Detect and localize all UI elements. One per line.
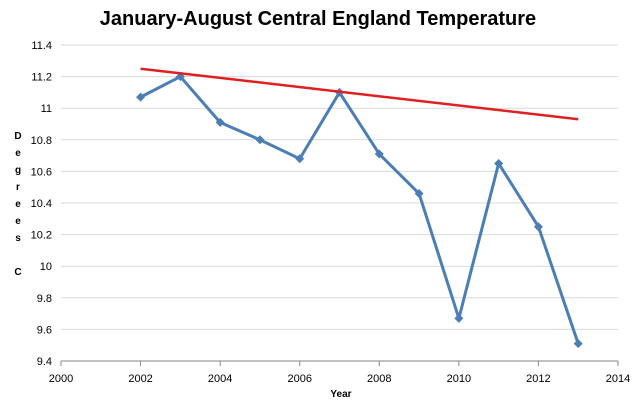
data-point (295, 154, 305, 164)
y-axis-title-char: s (15, 233, 21, 244)
data-point (533, 222, 543, 232)
chart-title: January-August Central England Temperatu… (100, 8, 536, 30)
x-tick-label: 2004 (208, 373, 232, 385)
y-tick-label: 9.4 (37, 356, 52, 368)
y-axis-title-char: e (15, 199, 21, 210)
y-axis-title-char: C (14, 267, 21, 278)
plot-area (60, 360, 619, 366)
y-axis-title-char: e (15, 148, 21, 159)
x-axis-tick-labels: 2000 2002 2004 2006 2008 2010 2012 2014 (49, 373, 630, 385)
y-axis-title-char: r (16, 182, 20, 193)
y-axis-tick-labels: 9.4 9.6 9.8 10 10.2 10.4 10.6 10.8 11 11.2 11.4 (31, 40, 52, 368)
y-axis-title-char: g (15, 165, 21, 176)
data-point (454, 313, 464, 323)
x-tick-label: 2012 (526, 373, 550, 385)
x-axis-title: Year (330, 389, 351, 400)
gridlines (61, 44, 618, 330)
x-tick-label: 2002 (128, 373, 152, 385)
y-axis-title-char: e (15, 216, 21, 227)
y-tick-label: 11.4 (31, 40, 52, 52)
data-point (136, 92, 146, 102)
x-tick-label: 2000 (49, 373, 73, 385)
y-tick-label: 10.4 (31, 198, 52, 210)
y-tick-label: 10.2 (31, 230, 52, 242)
data-point (414, 189, 424, 199)
y-tick-label: 9.6 (37, 324, 52, 336)
x-tick-label: 2008 (367, 373, 391, 385)
data-point (374, 149, 384, 159)
y-tick-label: 11.2 (31, 72, 52, 84)
trendline-line (140, 67, 579, 121)
series-line (139, 75, 580, 345)
y-tick-label: 11 (41, 103, 52, 115)
y-tick-label: 10.8 (31, 135, 52, 147)
series-temperature (136, 72, 583, 349)
y-tick-label: 10 (40, 261, 52, 273)
data-point (255, 135, 265, 145)
y-tick-label: 10.6 (31, 166, 52, 178)
trendline (140, 67, 579, 121)
data-point (494, 159, 504, 168)
y-tick-label: 9.8 (37, 293, 52, 305)
x-tick-label: 2006 (287, 373, 311, 385)
x-tick-label: 2010 (447, 373, 471, 385)
data-point (573, 339, 583, 349)
data-point (215, 117, 225, 127)
x-tick-label: 2014 (606, 373, 630, 385)
y-axis-title-char: D (14, 131, 21, 142)
